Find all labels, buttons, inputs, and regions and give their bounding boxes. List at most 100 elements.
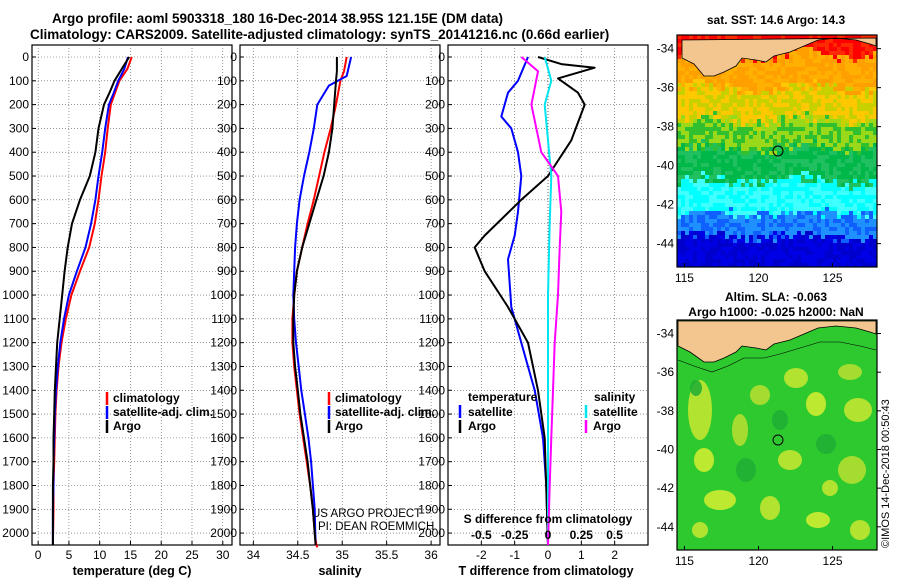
sst-cell [717,191,722,196]
sst-cell [701,187,706,192]
sst-cell [821,71,826,76]
sst-cell [833,43,838,48]
sst-cell [793,103,798,108]
sst-cell [717,171,722,176]
sst-cell [717,231,722,236]
sst-cell [849,55,854,60]
sst-cell [833,39,838,44]
sst-cell [713,191,718,196]
sst-cell [757,135,762,140]
sst-cell [765,219,770,224]
sst-cell [681,131,686,136]
sst-cell [733,35,738,40]
sst-cell [769,203,774,208]
sst-cell [849,151,854,156]
sst-cell [857,63,862,68]
sst-cell [793,95,798,100]
sst-cell [737,131,742,136]
sst-cell [841,263,846,268]
sst-cell [713,203,718,208]
sst-cell [841,191,846,196]
sst-cell [865,75,870,80]
sst-cell [757,207,762,212]
sst-cell [729,199,734,204]
sst-cell [785,151,790,156]
sst-cell [773,115,778,120]
sst-cell [717,219,722,224]
sst-cell [765,95,770,100]
sst-cell [833,243,838,248]
sst-cell [781,175,786,180]
sst-cell [837,71,842,76]
sst-cell [793,59,798,64]
sst-cell [845,227,850,232]
sst-cell [721,87,726,92]
sst-cell [785,175,790,180]
sst-cell [845,71,850,76]
sst-cell [761,163,766,168]
sst-cell [685,107,690,112]
sst-cell [761,223,766,228]
sst-cell [829,179,834,184]
sst-cell [765,83,770,88]
sst-cell [789,263,794,268]
sst-cell [857,243,862,248]
sst-cell [757,75,762,80]
sst-cell [749,63,754,68]
sst-cell [681,107,686,112]
sla-title-2: Argo h1000: -0.025 h2000: NaN [688,305,863,319]
sst-cell [741,195,746,200]
sst-cell [825,123,830,128]
sst-cell [685,131,690,136]
sst-cell [837,107,842,112]
sst-cell [749,159,754,164]
sst-cell [829,187,834,192]
sst-cell [721,243,726,248]
sst-cell [861,87,866,92]
sst-cell [857,83,862,88]
difference-legend: temperature satellite Argo salinity sate… [458,390,638,433]
sst-cell [789,191,794,196]
sst-cell [809,43,814,48]
sst-cell [769,215,774,220]
sst-cell [701,219,706,224]
sst-cell [773,59,778,64]
sst-cell [789,223,794,228]
sst-cell [681,187,686,192]
sst-cell [685,71,690,76]
sst-cell [853,187,858,192]
sst-cell [837,227,842,232]
sst-cell [853,131,858,136]
sst-cell [713,115,718,120]
sst-cell [737,83,742,88]
sst-cell [805,35,810,40]
sst-cell [845,199,850,204]
sst-cell [741,111,746,116]
sst-cell [833,79,838,84]
sst-cell [817,219,822,224]
sst-cell [817,67,822,72]
sla-blob [838,456,866,484]
sst-cell [769,159,774,164]
sst-cell [781,135,786,140]
sst-cell [865,147,870,152]
sst-cell [801,239,806,244]
sst-cell [757,95,762,100]
sst-cell [829,183,834,188]
sst-cell [693,239,698,244]
sst-cell [765,243,770,248]
sst-cell [853,163,858,168]
sst-cell [725,231,730,236]
sst-cell [725,215,730,220]
sst-cell [685,235,690,240]
sst-cell [865,231,870,236]
sst-cell [833,239,838,244]
sst-cell [809,111,814,116]
sst-cell [689,255,694,260]
y-tick-label: 1200 [2,336,29,350]
sst-cell [865,263,870,268]
sst-cell [825,35,830,40]
sst-cell [773,255,778,260]
sst-cell [737,207,742,212]
sst-cell [857,231,862,236]
